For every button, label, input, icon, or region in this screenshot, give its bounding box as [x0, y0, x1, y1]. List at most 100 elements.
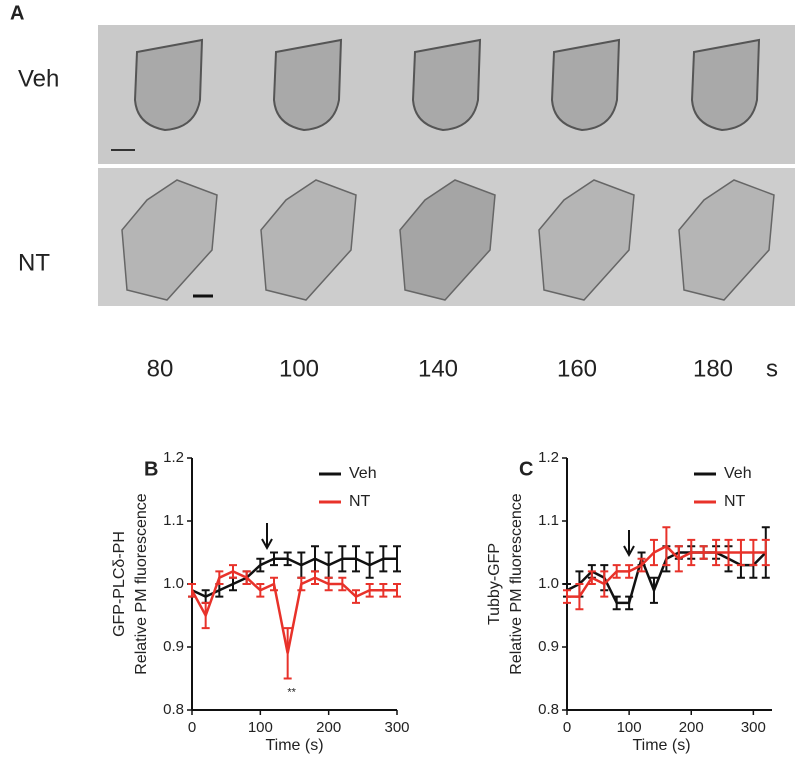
y-tick-label: 0.9 — [538, 638, 559, 655]
error-bar — [724, 538, 733, 567]
time-label: 180 — [693, 355, 733, 382]
time-label: 80 — [147, 355, 174, 382]
error-bar — [563, 589, 571, 604]
x-tick-label: 100 — [248, 719, 273, 736]
error-bar — [365, 551, 374, 579]
y-tick-label: 0.8 — [163, 701, 184, 718]
error-bar — [393, 583, 401, 598]
y-tick-label: 1.2 — [538, 449, 559, 466]
error-bar — [393, 545, 401, 573]
error-bar — [379, 583, 388, 598]
cell — [550, 38, 621, 132]
y-tick-label: 1.0 — [538, 575, 559, 592]
error-bar — [297, 576, 306, 592]
error-bar — [201, 601, 210, 630]
error-bar — [256, 557, 265, 573]
row-label: Veh — [18, 65, 59, 92]
error-bar — [625, 564, 634, 579]
error-bar — [283, 627, 292, 680]
error-bar — [352, 545, 360, 573]
error-bar — [188, 583, 196, 598]
y-axis-title: Tubby-GFP — [486, 543, 503, 625]
y-axis-title: GFP-PLCδ-PH — [111, 531, 128, 637]
x-tick-label: 0 — [188, 719, 196, 736]
error-bar — [242, 570, 251, 585]
y-tick-label: 1.2 — [163, 449, 184, 466]
error-bar — [612, 564, 621, 579]
cell — [411, 38, 482, 132]
series-line — [191, 557, 397, 598]
legend-label: Veh — [349, 465, 377, 482]
error-bar — [256, 583, 265, 598]
error-bar — [649, 576, 658, 604]
time-label: 140 — [418, 355, 458, 382]
x-tick-label: 200 — [679, 719, 704, 736]
error-bar — [712, 538, 721, 567]
error-bar — [600, 570, 609, 598]
arrow — [261, 523, 273, 551]
error-bar — [674, 545, 683, 573]
error-bar — [338, 576, 347, 592]
y-axis-title: Relative PM fluorescence — [508, 493, 525, 675]
x-axis-title: Time (s) — [632, 737, 690, 754]
x-tick-label: 100 — [617, 719, 642, 736]
error-bar — [761, 538, 770, 567]
time-label: 160 — [557, 355, 597, 382]
panel-label: B — [144, 458, 158, 480]
error-bar — [699, 545, 708, 560]
error-bar — [311, 570, 319, 585]
x-axis-title: Time (s) — [265, 737, 323, 754]
annotation: ** — [287, 686, 296, 698]
y-tick-label: 1.0 — [163, 575, 184, 592]
x-tick-label: 300 — [384, 719, 409, 736]
cell-images — [121, 38, 775, 301]
error-bar — [587, 570, 596, 585]
cell — [272, 38, 343, 132]
error-bar — [575, 583, 584, 611]
series-line — [190, 570, 397, 654]
error-bar — [270, 551, 278, 567]
cell — [133, 38, 204, 132]
time-label: 100 — [279, 355, 319, 382]
error-bar — [637, 557, 646, 573]
cell — [260, 179, 357, 301]
error-bar — [338, 545, 347, 573]
x-tick-label: 0 — [563, 719, 571, 736]
y-tick-label: 0.9 — [163, 638, 184, 655]
error-bar — [229, 564, 237, 579]
x-tick-label: 300 — [741, 719, 766, 736]
y-axis-title: Relative PM fluorescence — [133, 493, 150, 675]
error-bar — [625, 595, 634, 611]
y-tick-label: 0.8 — [538, 701, 559, 718]
error-bar — [736, 538, 745, 567]
x-tick-label: 200 — [316, 719, 341, 736]
error-bar — [749, 538, 758, 567]
error-bar — [612, 595, 621, 611]
cell — [678, 179, 775, 301]
y-tick-label: 1.1 — [163, 512, 184, 529]
error-bar — [352, 589, 360, 604]
legend-label: Veh — [724, 465, 752, 482]
panel-label: C — [519, 458, 533, 480]
y-tick-label: 1.1 — [538, 512, 559, 529]
cell — [399, 179, 496, 301]
legend-label: NT — [724, 493, 746, 510]
cell — [538, 179, 635, 301]
error-bar — [270, 576, 278, 592]
arrow — [623, 530, 635, 558]
panel-label: A — [10, 2, 24, 24]
error-bar — [649, 538, 658, 567]
error-bar — [215, 570, 224, 585]
legend-label: NT — [349, 493, 371, 510]
error-bar — [687, 538, 696, 567]
error-bar — [324, 576, 333, 592]
error-bar — [379, 545, 388, 573]
time-unit: s — [766, 355, 778, 382]
cell — [121, 179, 218, 301]
error-bar — [283, 551, 292, 567]
error-bar — [662, 526, 671, 567]
error-bar — [365, 583, 374, 598]
cell — [690, 38, 761, 132]
row-label: NT — [18, 249, 50, 276]
